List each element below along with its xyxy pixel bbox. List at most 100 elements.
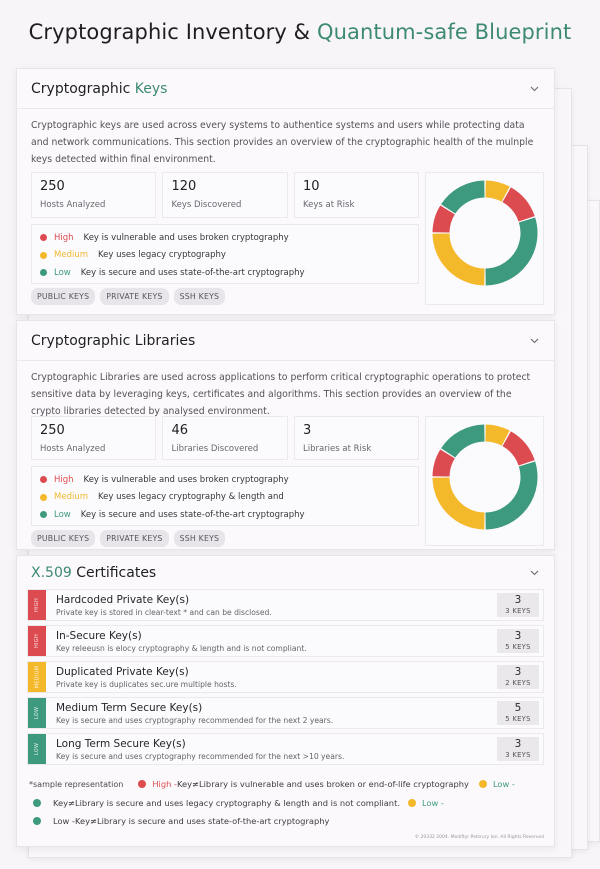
- red-dot-icon: [40, 234, 47, 242]
- footnote-low-text: Key≠Library is secure and uses state-of-…: [74, 816, 330, 827]
- chevron-down-icon[interactable]: [528, 567, 540, 579]
- stat-value: 250: [40, 423, 65, 438]
- tag-public-keys[interactable]: PUBLIC KEYS: [31, 530, 96, 547]
- keys-title-accent: Keys: [134, 80, 168, 97]
- stat-value: 250: [40, 179, 65, 194]
- green-dot-icon: [40, 269, 47, 277]
- stat-label: Keys at Risk: [302, 200, 355, 210]
- donut-segment-high: [432, 449, 455, 477]
- cert-title: In-Secure Key(s): [56, 630, 142, 642]
- cert-keys: 5 KEYS: [505, 643, 531, 651]
- severity-tab-label: LOW: [33, 706, 40, 720]
- cert-row-medium-term-secure-keys[interactable]: LOW Medium Term Secure Key(s) Key is secu…: [27, 697, 544, 729]
- stat-value: 3: [302, 423, 312, 438]
- severity-tab-label: LOW: [33, 742, 40, 756]
- stat-label: Hosts Analyzed: [40, 444, 106, 454]
- certificates-card-title: X.509 Certificates: [31, 565, 156, 581]
- copyright: © 20332 2004. Mediftyr Petsrury Ion. All…: [414, 835, 544, 840]
- cert-desc: Private key is stored in clear-text * an…: [56, 608, 272, 617]
- donut-segment-low: [484, 461, 538, 530]
- cert-keys: 3 KEYS: [505, 751, 531, 759]
- green-dot-icon: [33, 798, 41, 807]
- legend-text: Key uses legacy cryptography & length an…: [98, 492, 284, 503]
- stat-libraries-discovered: 46 Libraries Discovered: [162, 416, 288, 460]
- legend-text: Key uses legacy cryptography: [98, 250, 226, 261]
- legend-text: Key is vulnerable and uses broken crypto…: [83, 232, 289, 243]
- cert-keys: 2 KEYS: [505, 679, 531, 687]
- cert-row-insecure-keys[interactable]: HIGH In-Secure Key(s) Key releeusn is elo…: [27, 625, 544, 657]
- legend-level: Low: [54, 267, 71, 278]
- stat-label: Libraries at Risk: [302, 444, 372, 454]
- page-title-main: Cryptographic Inventory &: [28, 20, 317, 44]
- stat-label: Hosts Analyzed: [40, 200, 106, 210]
- keys-description: Cryptographic keys are used across every…: [31, 120, 534, 165]
- cert-title: Medium Term Secure Key(s): [56, 702, 203, 714]
- tag-public-keys[interactable]: PUBLIC KEYS: [31, 288, 96, 305]
- yellow-dot-icon: [478, 780, 487, 789]
- yellow-dot-icon: [407, 798, 416, 807]
- cert-keys: 5 KEYS: [505, 715, 531, 723]
- tag-private-keys[interactable]: PRIVATE KEYS: [100, 530, 169, 547]
- legend-text: Key is secure and uses state-of-the-art …: [80, 267, 305, 278]
- red-dot-icon: [138, 780, 147, 789]
- stat-value: 120: [171, 179, 197, 194]
- donut-segment-medium: [484, 424, 510, 446]
- yellow-dot-icon: [40, 251, 47, 259]
- stat-libraries-at-risk: 3 Libraries at Risk: [293, 416, 420, 460]
- libraries-card-title: Cryptographic Libraries: [31, 332, 196, 349]
- keys-card: Cryptographic Keys Cryptographic keys ar…: [16, 68, 555, 315]
- cert-count: 3: [514, 738, 522, 750]
- footnote-legend: *sample representation High - Key≠Librar…: [17, 769, 554, 831]
- page-title: Cryptographic Inventory & Quantum-safe B…: [0, 20, 600, 44]
- cert-row-long-term-secure-keys[interactable]: LOW Long Term Secure Key(s) Key is secure…: [27, 733, 544, 765]
- cert-desc: Key releeusn is elocy cryptography & len…: [56, 644, 307, 653]
- chevron-down-icon[interactable]: [528, 83, 540, 95]
- libraries-description: Cryptographic Libraries are used across …: [31, 372, 531, 417]
- green-dot-icon: [40, 511, 47, 519]
- legend-level: Low: [54, 509, 71, 520]
- yellow-dot-icon: [40, 493, 47, 501]
- legend-low: Low Key is secure and uses state-of-the-a…: [40, 506, 410, 524]
- chevron-down-icon[interactable]: [528, 335, 540, 347]
- cert-row-duplicated-private-keys[interactable]: MEDIUM Duplicated Private Key(s) Private …: [27, 661, 544, 693]
- libraries-donut-chart: [425, 416, 544, 546]
- severity-tab-low: LOW: [28, 698, 46, 728]
- stat-label: Libraries Discovered: [171, 444, 259, 454]
- severity-tab-medium: MEDIUM: [28, 662, 46, 692]
- cert-title: Duplicated Private Key(s): [56, 666, 189, 678]
- severity-tab-label: HIGH: [33, 633, 40, 649]
- tag-ssh-keys[interactable]: SSH KEYS: [173, 288, 226, 305]
- cert-desc: Key is secure and uses cryptography reco…: [56, 752, 345, 761]
- keys-donut-chart: [425, 172, 544, 305]
- stat-value: 46: [171, 423, 189, 438]
- tag-private-keys[interactable]: PRIVATE KEYS: [100, 288, 169, 305]
- cert-title: Hardcoded Private Key(s): [56, 594, 190, 606]
- legend-text: Key is secure and uses state-of-the-art …: [80, 509, 305, 520]
- certificates-card-header[interactable]: X.509 Certificates: [17, 556, 554, 589]
- cert-row-hardcoded-private-keys[interactable]: HIGH Hardcoded Private Key(s) Private key…: [27, 589, 544, 621]
- cert-count: 3: [514, 666, 522, 678]
- severity-tab-label: MEDIUM: [34, 665, 41, 689]
- cert-desc: Private key is duplicates sec.ure multip…: [56, 680, 237, 689]
- footnote-high-text: Key≠Library is vulnerable and uses broke…: [177, 779, 469, 790]
- page-title-accent: Quantum-safe Blueprint: [316, 20, 572, 44]
- certificates-title-accent: X.509: [31, 564, 72, 581]
- tag-ssh-keys[interactable]: SSH KEYS: [173, 530, 226, 547]
- risk-legend: High Key is vulnerable and uses broken cr…: [31, 224, 420, 284]
- stat-value: 10: [302, 179, 320, 194]
- cert-desc: Key is secure and uses cryptography reco…: [56, 716, 334, 725]
- keys-card-header[interactable]: Cryptographic Keys: [17, 69, 554, 109]
- donut-segment-low: [440, 180, 485, 214]
- footnote-medium-text: Key≠Library is secure and uses legacy cr…: [53, 797, 400, 808]
- donut-segment-high: [501, 187, 535, 223]
- stat-hosts-analyzed: 250 Hosts Analyzed: [31, 416, 157, 460]
- legend-medium: Medium Key uses legacy cryptography & len…: [40, 489, 410, 507]
- donut-segment-low: [484, 217, 538, 286]
- cert-count: 5: [514, 702, 522, 714]
- libraries-card-header[interactable]: Cryptographic Libraries: [17, 321, 554, 361]
- severity-tab-high: HIGH: [28, 590, 46, 620]
- donut-segment-medium: [432, 477, 485, 530]
